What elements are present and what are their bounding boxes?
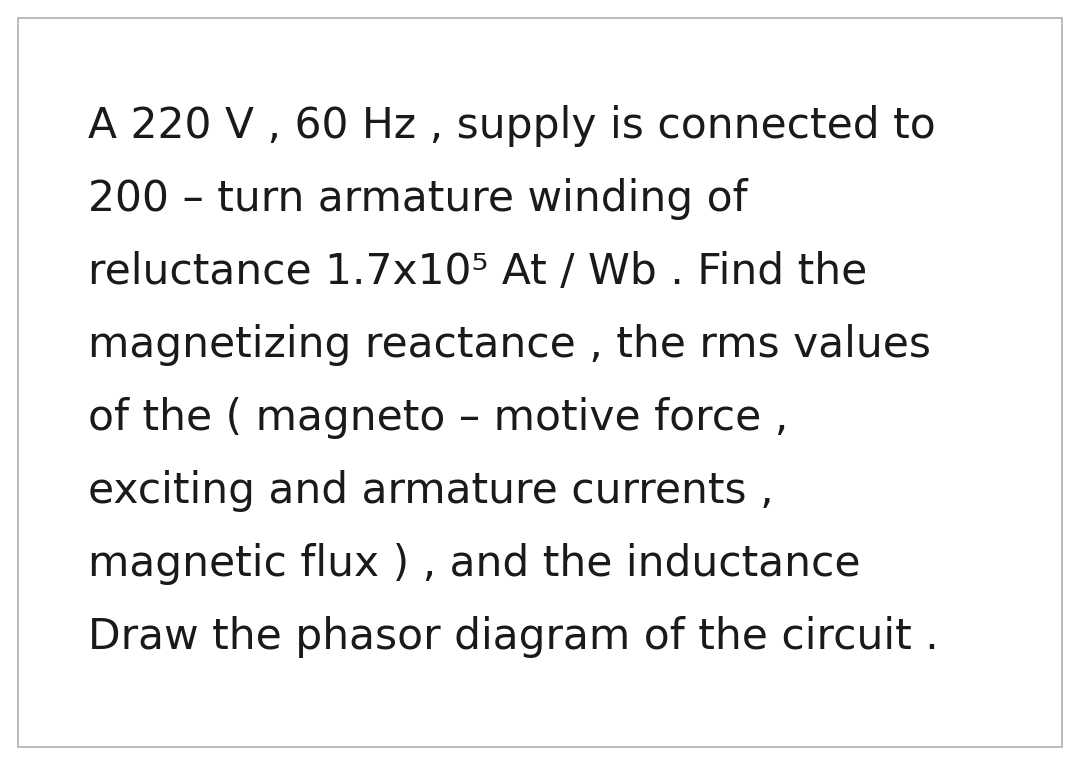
- Text: 200 – turn armature winding of: 200 – turn armature winding of: [87, 178, 747, 220]
- Text: exciting and armature currents ,: exciting and armature currents ,: [87, 470, 773, 512]
- Text: reluctance 1.7x10⁵ At / Wb . Find the: reluctance 1.7x10⁵ At / Wb . Find the: [87, 251, 867, 293]
- Text: Draw the phasor diagram of the circuit .: Draw the phasor diagram of the circuit .: [87, 616, 939, 658]
- Text: A 220 V , 60 Hz , supply is connected to: A 220 V , 60 Hz , supply is connected to: [87, 105, 935, 147]
- Text: magnetizing reactance , the rms values: magnetizing reactance , the rms values: [87, 324, 931, 366]
- Text: of the ( magneto – motive force ,: of the ( magneto – motive force ,: [87, 397, 788, 439]
- Text: magnetic flux ) , and the inductance: magnetic flux ) , and the inductance: [87, 543, 861, 585]
